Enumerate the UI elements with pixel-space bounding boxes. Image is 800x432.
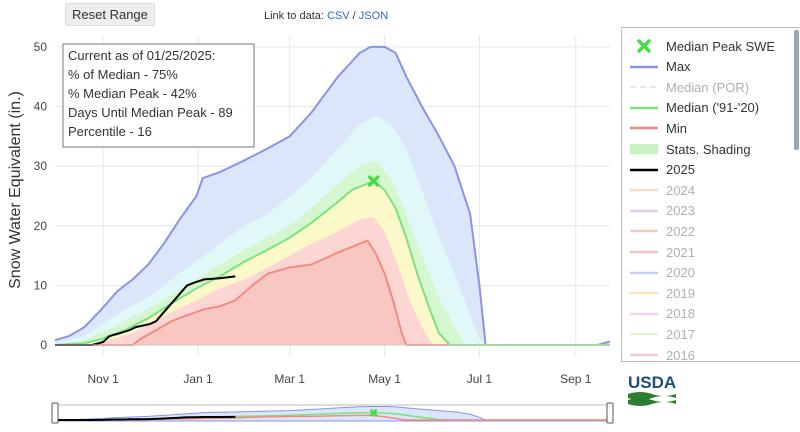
y-tick-label: 30 (34, 159, 48, 173)
legend-label: 2020 (666, 265, 695, 281)
legend-swatch (630, 127, 658, 130)
legend-label: 2016 (666, 347, 695, 362)
legend-label: 2017 (666, 326, 695, 342)
median-peak-marker (367, 175, 380, 187)
info-box: Current as of 01/25/2025: % of Median - … (62, 43, 255, 148)
legend-label: 2018 (666, 306, 695, 322)
legend-swatch (630, 250, 658, 254)
legend-swatch (637, 39, 651, 53)
range-slider[interactable] (51, 402, 614, 424)
legend-item[interactable]: 2022 (628, 221, 695, 241)
legend-swatch (630, 291, 658, 295)
x-tick-label: Nov 1 (88, 372, 120, 386)
legend-label: 2019 (666, 285, 695, 301)
legend-label: Median Peak SWE (666, 38, 776, 54)
legend-swatch (630, 353, 658, 357)
x-tick-label: Jul 1 (467, 372, 493, 386)
range-2025-line (55, 415, 236, 421)
y-tick-label: 50 (34, 40, 48, 54)
y-tick-label: 10 (34, 278, 48, 292)
legend-swatch (630, 168, 658, 171)
series-lines (54, 45, 611, 346)
info-pct-median-peak: % Median Peak - 42% (68, 86, 197, 101)
range-peak-marker (369, 408, 378, 417)
y-tick-label: 20 (34, 219, 48, 233)
legend-swatch (630, 271, 658, 274)
max-line (54, 45, 611, 346)
legend-item[interactable]: Max (628, 57, 691, 77)
legend-swatch (630, 188, 658, 192)
range-handle-left[interactable] (51, 402, 59, 424)
legend-item[interactable]: 2020 (628, 263, 695, 283)
stats-shading-bands (55, 46, 610, 346)
data-links: Link to data: CSV / JSON (264, 10, 388, 22)
legend-label: Stats. Shading (666, 141, 751, 157)
axes: 0 10 20 30 40 50 Nov 1 Jan 1 Mar 1 May 1 Jul 1 Sep … (34, 40, 610, 386)
legend-label: 2022 (666, 223, 695, 239)
legend-item[interactable]: 2023 (628, 201, 695, 221)
info-percentile: Percentile - 16 (68, 124, 152, 139)
legend-item[interactable]: Min (628, 118, 687, 138)
legend-label: 2024 (666, 182, 695, 198)
info-days-until-peak: Days Until Median Peak - 89 (68, 105, 233, 120)
legend-item[interactable]: Stats. Shading (628, 139, 751, 159)
legend: Median Peak SWE Max Median (POR) Median ('9… (621, 27, 800, 362)
legend-item[interactable]: Median (POR) (628, 77, 749, 97)
legend-item[interactable]: 2025 (628, 160, 695, 180)
legend-label: Min (666, 120, 687, 136)
legend-label: 2021 (666, 244, 695, 260)
legend-swatch (630, 230, 658, 233)
legend-item[interactable]: 2016 (628, 345, 695, 362)
csv-link[interactable]: CSV (327, 10, 350, 22)
y-tick-label: 40 (34, 100, 48, 114)
line-2025 (55, 275, 236, 346)
legend-swatch (630, 86, 658, 89)
legend-item[interactable]: Median Peak SWE (628, 36, 775, 56)
info-pct-median: % of Median - 75% (68, 67, 178, 82)
legend-scrollbar[interactable] (794, 30, 799, 150)
info-current-as-of: Current as of 01/25/2025: (68, 48, 215, 63)
legend-swatch (630, 333, 658, 336)
legend-label: Median ('91-'20) (666, 100, 760, 116)
band-min (55, 240, 610, 345)
usda-logo-text: USDA (628, 373, 676, 392)
data-links-separator: / (349, 10, 359, 22)
median-9120-line (54, 179, 610, 346)
x-tick-label: Mar 1 (274, 372, 305, 386)
legend-item[interactable]: 2024 (628, 180, 695, 200)
legend-item[interactable]: 2018 (628, 304, 695, 324)
data-links-label: Link to data: (264, 10, 324, 22)
usda-logo: USDA (628, 373, 676, 406)
legend-swatch (630, 209, 658, 213)
y-tick-label: 0 (40, 338, 47, 352)
min-line (55, 239, 610, 346)
json-link[interactable]: JSON (358, 10, 389, 22)
legend-swatch (630, 312, 658, 316)
legend-swatch (630, 106, 658, 110)
reset-range-button[interactable]: Reset Range (65, 3, 155, 26)
x-tick-label: Sep 1 (560, 372, 592, 386)
legend-label: Median (POR) (666, 79, 750, 95)
legend-label: Max (666, 59, 691, 75)
x-tick-label: Jan 1 (183, 372, 213, 386)
legend-item[interactable]: 2017 (628, 324, 695, 344)
legend-item[interactable]: 2019 (628, 283, 695, 303)
legend-item[interactable]: Median ('91-'20) (628, 98, 759, 118)
legend-swatch (630, 144, 658, 154)
legend-label: 2023 (666, 203, 695, 219)
legend-item[interactable]: 2021 (628, 242, 695, 262)
range-handle-right[interactable] (606, 402, 614, 424)
y-axis-title: Snow Water Equivalent (in.) (7, 91, 24, 289)
legend-label: 2025 (666, 162, 695, 178)
x-tick-label: May 1 (368, 372, 401, 386)
legend-swatch (630, 65, 658, 68)
